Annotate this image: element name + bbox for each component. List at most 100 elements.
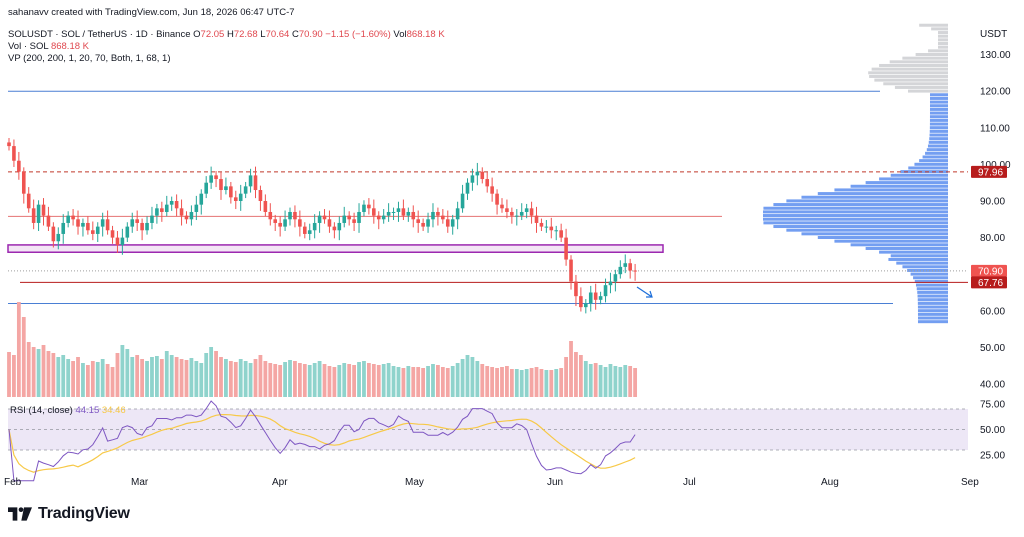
candle-body [534,215,539,223]
volume-bar [12,355,16,397]
volume-profile-bar [894,85,948,89]
volume-bar [421,368,426,397]
volume-bar [426,366,430,397]
candle-body [588,292,593,304]
candle-body [445,219,450,227]
volume-bar [628,366,633,397]
volume-profile-bar [786,199,948,203]
volume-bar [613,366,618,397]
change-value: −1.15 (−1.60%) [325,29,391,40]
volume-profile-bar [919,159,948,163]
volume-indicator-line[interactable]: Vol · SOL 868.18 K [8,41,89,52]
candle-body [21,171,26,194]
candle-body [381,215,386,220]
volume-bar [145,361,149,397]
volume-bar [189,358,194,397]
volume-bar [505,366,509,397]
candle-body [633,270,637,272]
volume-bar [431,364,435,397]
volume-bar [342,363,347,397]
brand-name: TradingView [38,505,130,522]
volume-bar [159,359,164,397]
volume-bar [475,361,480,397]
volume-bar [574,352,578,397]
x-tick-label: Jun [547,477,563,488]
candle-body [574,281,578,297]
candle-body [623,263,628,267]
volume-bar [100,359,105,397]
high-value: 72.68 [233,29,258,40]
symbol-line[interactable]: SOLUSDT · SOL / TetherUS · 1D · Binance [8,29,191,40]
volume-bar [598,365,603,397]
volume-profile-bar [915,53,948,56]
volume-profile-bar [929,100,948,104]
projection-arrow-head [646,290,653,298]
volume-profile-bar [874,78,948,82]
candle-body [352,219,356,223]
volume-bars [7,302,638,397]
volume-bar [258,355,263,397]
volume-bar [450,366,455,397]
volume-bar [130,357,135,397]
volume-profile-bar [929,96,948,100]
candle-body [160,208,164,212]
volume-bar [480,364,485,397]
volume-bar [362,361,366,397]
volume-bar [401,368,406,397]
volume-profile-bar [868,71,948,75]
volume-bar [376,365,381,397]
volume-profile-bar [890,173,948,177]
volume-bar [436,365,440,397]
candle-body [500,204,504,209]
candle-body [450,219,455,227]
volume-bar [509,369,514,397]
candle-body [243,186,248,194]
candle-body [145,222,149,231]
volume-bar [445,368,450,397]
candlesticks [7,138,637,314]
volume-bar [633,368,638,397]
volume-profile-bar [915,283,948,287]
volume-profile-bar [817,192,948,196]
candle-body [322,215,327,220]
volume-bar [90,361,95,397]
candle-body [233,197,238,201]
volume-value: 868.18 K [406,29,445,40]
volume-profile-bar [929,118,948,122]
candle-body [608,281,613,286]
volume-bar [51,353,56,397]
volume-profile-bar [929,104,948,108]
candle-body [411,211,416,220]
candle-body [179,208,184,216]
candle-body [91,230,95,234]
volume-bar [174,357,179,397]
candle-body [312,222,317,231]
volume-bar [61,355,66,397]
volume-bar [273,364,278,397]
x-tick-label: Aug [821,477,839,488]
x-tick-label: Feb [4,477,22,488]
volume-bar [386,363,391,397]
volume-bar [569,341,573,397]
volume-profile-bar [929,137,948,141]
volume-profile-bar [917,309,948,313]
volume-indicator-label: Vol · SOL [8,41,49,52]
volume-bar [214,351,218,397]
rsi-legend[interactable]: RSI (14, close) 44.15 34.46 [10,405,126,416]
candle-body [362,204,366,212]
price-label-box [971,276,1007,289]
volume-profile-bar [902,56,948,60]
volume-profile-bar [925,151,948,155]
volume-profile-indicator-line[interactable]: VP (200, 200, 1, 20, 70, Both, 1, 68, 1) [8,53,171,64]
candle-body [130,219,135,227]
volume-profile-bar [931,27,948,31]
volume-profile-bar [938,34,948,38]
volume-bar [593,363,598,397]
candle-body [332,226,337,231]
candle-body [204,182,208,194]
candle-body [401,208,406,216]
volume-bar [110,367,115,397]
volume-bar [490,367,495,397]
volume-bar [549,370,554,397]
candle-body [135,219,139,223]
